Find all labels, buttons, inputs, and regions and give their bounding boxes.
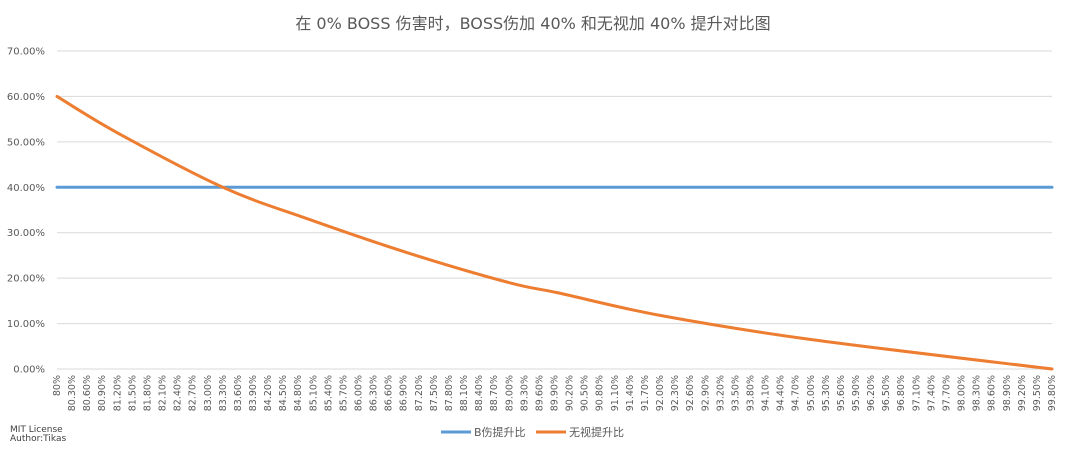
x-tick-label: 94.70% <box>791 375 802 411</box>
x-tick-label: 93.80% <box>745 375 756 411</box>
x-tick-label: 82.40% <box>173 375 184 411</box>
x-axis-ticks: 80% 80.30% 80.60% 80.90% 81.20% 81.50% 81.80% 8… <box>52 375 1058 411</box>
y-tick-label: 40.00% <box>7 183 45 194</box>
x-tick-label: 83.60% <box>233 375 244 411</box>
x-tick-label: 97.70% <box>941 375 952 411</box>
x-tick-label: 96.20% <box>866 375 877 411</box>
x-tick-label: 98.30% <box>972 375 983 411</box>
x-tick-label: 90.50% <box>580 375 591 411</box>
x-tick-label: 90.80% <box>595 375 606 411</box>
x-tick-label: 99.50% <box>1032 375 1043 411</box>
y-axis-ticks: 0.00% 10.00% 20.00% 30.00% 40.00% 50.00% 60.00… <box>7 47 45 376</box>
x-tick-label: 89.30% <box>519 375 530 411</box>
legend-label-1: B伤提升比 <box>474 426 526 439</box>
y-tick-label: 60.00% <box>7 92 45 103</box>
x-tick-label: 95.90% <box>851 375 862 411</box>
legend-label-2: 无视提升比 <box>569 425 624 439</box>
x-tick-label: 81.20% <box>112 375 123 411</box>
x-tick-label: 85.10% <box>308 375 319 411</box>
x-tick-label: 88.70% <box>489 375 500 411</box>
x-tick-label: 94.10% <box>761 375 772 411</box>
y-tick-label: 70.00% <box>7 47 45 58</box>
gridlines <box>57 50 1052 370</box>
x-tick-label: 80.60% <box>82 375 93 411</box>
x-tick-label: 93.50% <box>730 375 741 411</box>
x-tick-label: 88.10% <box>459 375 470 411</box>
x-tick-label: 80.30% <box>67 375 78 411</box>
y-tick-label: 30.00% <box>7 228 45 239</box>
x-tick-label: 87.20% <box>414 375 425 411</box>
x-tick-label: 89.00% <box>504 375 515 411</box>
x-tick-label: 95.30% <box>821 375 832 411</box>
x-tick-label: 96.50% <box>881 375 892 411</box>
x-tick-label: 82.10% <box>158 375 169 411</box>
x-tick-label: 83.90% <box>248 375 259 411</box>
x-tick-label: 96.80% <box>896 375 907 411</box>
x-tick-label: 99.80% <box>1047 375 1058 411</box>
x-tick-label: 89.90% <box>550 375 561 411</box>
x-tick-label: 89.60% <box>534 375 545 411</box>
x-tick-label: 98.60% <box>987 375 998 411</box>
x-tick-label: 87.80% <box>444 375 455 411</box>
x-tick-label: 98.00% <box>957 375 968 411</box>
x-tick-label: 97.40% <box>926 375 937 411</box>
x-tick-label: 82.70% <box>188 375 199 411</box>
x-tick-label: 91.10% <box>610 375 621 411</box>
x-tick-label: 84.80% <box>293 375 304 411</box>
x-tick-label: 99.20% <box>1017 375 1028 411</box>
x-tick-label: 97.10% <box>911 375 922 411</box>
x-tick-label: 93.20% <box>715 375 726 411</box>
x-tick-label: 92.30% <box>670 375 681 411</box>
x-tick-label: 87.50% <box>429 375 440 411</box>
x-tick-label: 90.20% <box>565 375 576 411</box>
x-tick-label: 81.80% <box>142 375 153 411</box>
x-tick-label: 86.00% <box>354 375 365 411</box>
x-tick-label: 88.40% <box>474 375 485 411</box>
x-tick-label: 80.90% <box>97 375 108 411</box>
x-tick-label: 84.50% <box>278 375 289 411</box>
x-tick-label: 85.70% <box>338 375 349 411</box>
series-lines <box>55 94 1054 371</box>
x-tick-label: 94.40% <box>776 375 787 411</box>
chart-title: 在 0% BOSS 伤害时，BOSS伤加 40% 和无视加 40% 提升对比图 <box>295 14 770 33</box>
x-tick-label: 81.50% <box>127 375 138 411</box>
x-tick-label: 95.00% <box>806 375 817 411</box>
x-tick-label: 85.40% <box>323 375 334 411</box>
x-tick-label: 86.30% <box>369 375 380 411</box>
x-tick-label: 80% <box>52 375 63 396</box>
y-tick-label: 0.00% <box>13 365 45 376</box>
x-tick-label: 98.90% <box>1002 375 1013 411</box>
x-tick-label: 92.90% <box>700 375 711 411</box>
x-tick-label: 86.90% <box>399 375 410 411</box>
x-tick-label: 86.60% <box>384 375 395 411</box>
y-tick-label: 10.00% <box>7 319 45 330</box>
x-tick-label: 84.20% <box>263 375 274 411</box>
x-tick-label: 83.30% <box>218 375 229 411</box>
x-tick-label: 83.00% <box>203 375 214 411</box>
x-tick-label: 91.70% <box>640 375 651 411</box>
y-tick-label: 50.00% <box>7 137 45 148</box>
x-tick-label: 92.00% <box>655 375 666 411</box>
y-tick-label: 20.00% <box>7 274 45 285</box>
series-line-2 <box>55 94 1054 371</box>
author-credit: Author:Tikas <box>10 434 67 444</box>
x-tick-label: 91.40% <box>625 375 636 411</box>
license-credit: MIT License <box>10 425 63 435</box>
x-tick-label: 92.60% <box>685 375 696 411</box>
x-tick-label: 95.60% <box>836 375 847 411</box>
legend: B伤提升比 无视提升比 <box>441 425 624 439</box>
